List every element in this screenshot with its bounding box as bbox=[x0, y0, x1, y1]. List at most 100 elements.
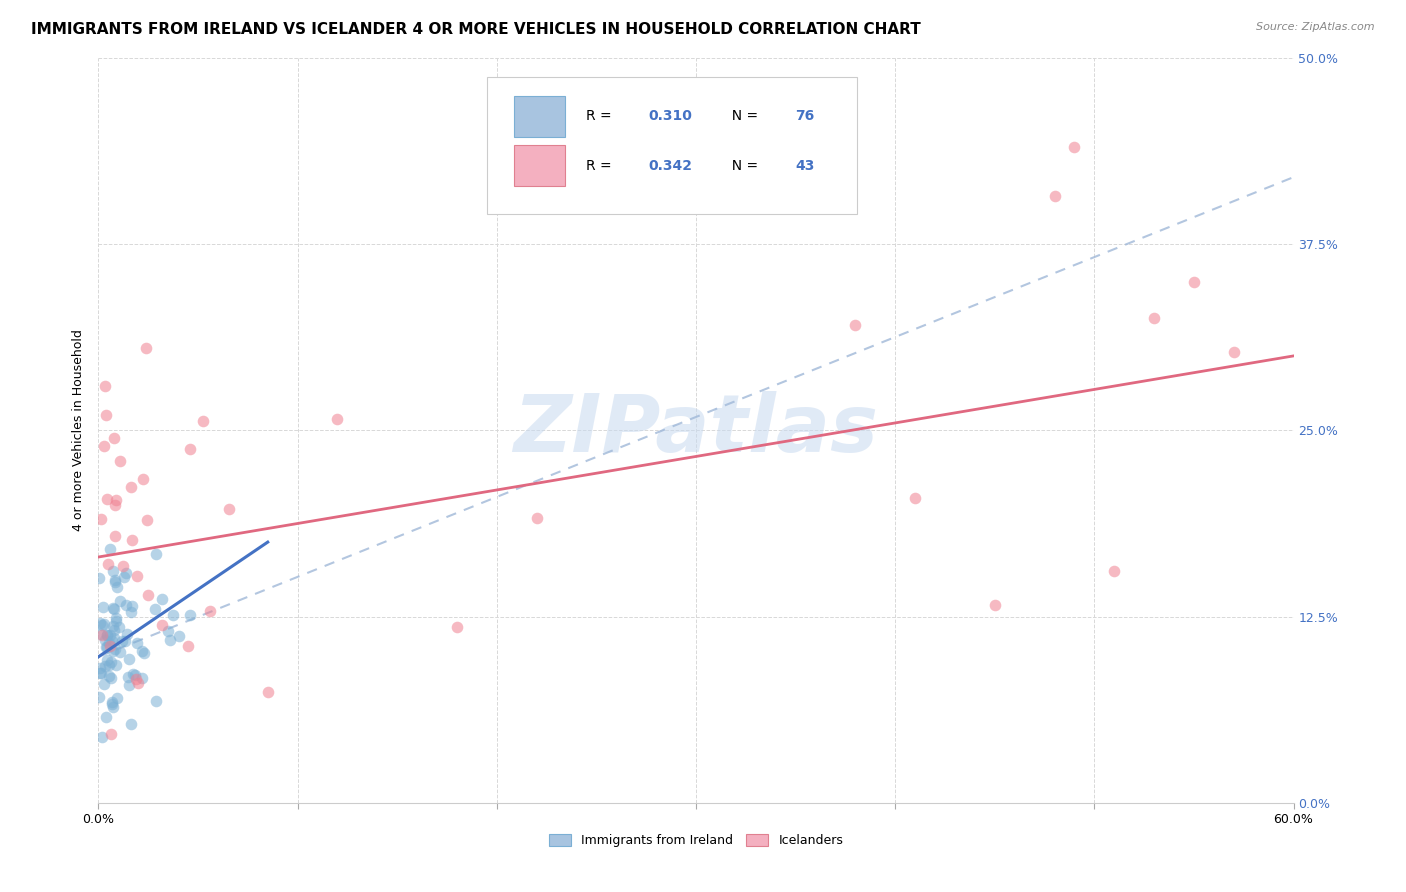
Point bbox=[100, 727, 122, 741]
Point bbox=[105, 615, 128, 629]
Point bbox=[89, 627, 111, 641]
Point bbox=[143, 602, 166, 616]
Point bbox=[90, 512, 112, 526]
Point bbox=[105, 658, 128, 673]
Point bbox=[96, 492, 118, 507]
Point bbox=[94, 709, 117, 723]
Point bbox=[104, 498, 127, 512]
Point bbox=[103, 642, 125, 657]
Point bbox=[1043, 189, 1066, 203]
Point bbox=[100, 671, 122, 685]
Point bbox=[177, 639, 200, 653]
Point bbox=[104, 528, 127, 542]
Point bbox=[125, 568, 148, 582]
Text: 0.342: 0.342 bbox=[648, 159, 692, 173]
Point bbox=[145, 547, 167, 561]
Point bbox=[108, 593, 131, 607]
Point bbox=[984, 598, 1007, 612]
Text: 43: 43 bbox=[796, 159, 814, 173]
Point bbox=[100, 655, 122, 669]
Point bbox=[256, 684, 278, 698]
Point bbox=[93, 659, 115, 673]
Point bbox=[103, 644, 125, 658]
Point bbox=[162, 607, 184, 622]
Point bbox=[124, 667, 146, 681]
Text: R =: R = bbox=[586, 159, 616, 173]
Point bbox=[904, 491, 927, 505]
Point bbox=[526, 511, 548, 525]
Point bbox=[326, 411, 349, 425]
Point bbox=[104, 573, 127, 587]
Point bbox=[179, 607, 201, 622]
Point bbox=[122, 667, 145, 681]
Point bbox=[193, 414, 215, 428]
Point bbox=[94, 633, 117, 648]
Point bbox=[1143, 310, 1166, 325]
Point bbox=[93, 676, 115, 690]
Point bbox=[114, 566, 136, 580]
Point bbox=[100, 633, 122, 648]
Point bbox=[179, 442, 201, 456]
Text: ZIPatlas: ZIPatlas bbox=[513, 392, 879, 469]
Point bbox=[145, 694, 167, 708]
Point bbox=[107, 620, 129, 634]
Point bbox=[125, 672, 148, 686]
Point bbox=[97, 669, 120, 683]
Point bbox=[96, 628, 118, 642]
Point bbox=[121, 599, 143, 614]
Text: 76: 76 bbox=[796, 109, 814, 123]
Point bbox=[135, 342, 157, 356]
FancyBboxPatch shape bbox=[515, 145, 565, 186]
Point bbox=[112, 558, 135, 573]
Point bbox=[98, 639, 121, 653]
Point bbox=[103, 431, 125, 445]
Point bbox=[198, 604, 221, 618]
Point bbox=[91, 599, 114, 614]
Point bbox=[120, 480, 142, 494]
Point bbox=[98, 542, 121, 557]
Point bbox=[127, 676, 149, 690]
Point bbox=[93, 617, 115, 632]
Point bbox=[101, 695, 124, 709]
Point bbox=[89, 690, 111, 705]
Point bbox=[150, 618, 173, 632]
Point bbox=[1104, 564, 1126, 578]
Point bbox=[90, 665, 112, 680]
Point bbox=[167, 628, 190, 642]
Point bbox=[132, 646, 155, 660]
Point bbox=[844, 318, 866, 332]
FancyBboxPatch shape bbox=[515, 95, 565, 136]
Point bbox=[446, 620, 468, 634]
Point bbox=[115, 626, 138, 640]
Point bbox=[100, 697, 122, 711]
Point bbox=[103, 624, 125, 638]
Point bbox=[101, 564, 124, 578]
Point bbox=[136, 513, 159, 527]
Point bbox=[101, 619, 124, 633]
Legend: Immigrants from Ireland, Icelanders: Immigrants from Ireland, Icelanders bbox=[544, 830, 848, 853]
Point bbox=[103, 601, 125, 615]
Point bbox=[127, 635, 149, 649]
Point bbox=[156, 624, 179, 638]
Point bbox=[101, 601, 124, 615]
Point bbox=[117, 670, 139, 684]
Point bbox=[93, 439, 115, 453]
Point bbox=[105, 610, 128, 624]
Point bbox=[103, 700, 125, 714]
Text: Source: ZipAtlas.com: Source: ZipAtlas.com bbox=[1257, 22, 1375, 32]
Point bbox=[110, 645, 132, 659]
Point bbox=[1223, 344, 1246, 359]
Text: IMMIGRANTS FROM IRELAND VS ICELANDER 4 OR MORE VEHICLES IN HOUSEHOLD CORRELATION: IMMIGRANTS FROM IRELAND VS ICELANDER 4 O… bbox=[31, 22, 921, 37]
Point bbox=[89, 661, 111, 675]
Point bbox=[94, 409, 117, 423]
Point bbox=[114, 634, 136, 648]
Point bbox=[131, 644, 153, 658]
Point bbox=[138, 588, 160, 602]
Point bbox=[1063, 140, 1085, 154]
Point bbox=[108, 454, 131, 468]
Point bbox=[104, 575, 127, 590]
Point bbox=[94, 640, 117, 655]
Point bbox=[111, 634, 134, 648]
FancyBboxPatch shape bbox=[486, 77, 858, 214]
Point bbox=[112, 570, 135, 584]
